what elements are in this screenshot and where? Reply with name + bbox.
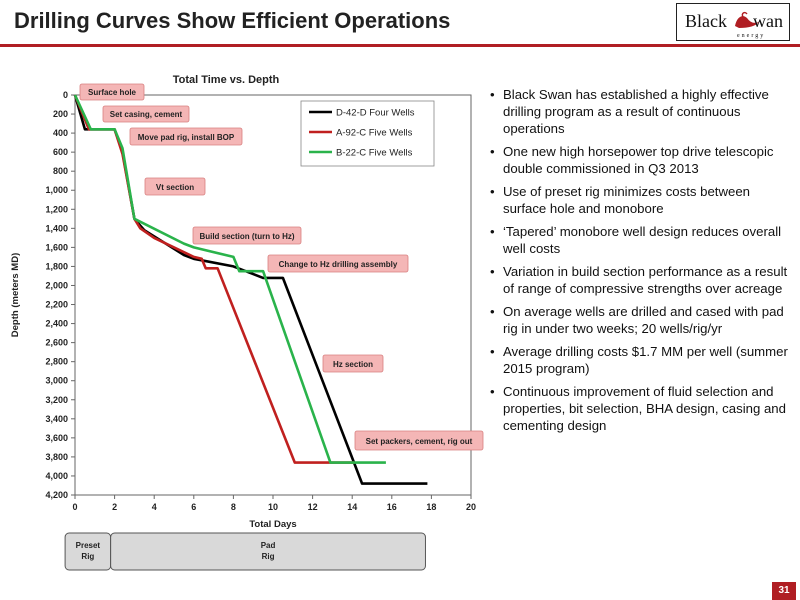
y-tick-label: 3,800 xyxy=(45,452,68,462)
y-tick-label: 3,600 xyxy=(45,433,68,443)
svg-text:Change to Hz drilling assembly: Change to Hz drilling assembly xyxy=(279,260,398,269)
phase-preset-rig: Preset Rig xyxy=(64,532,112,571)
y-tick-label: 1,000 xyxy=(45,185,68,195)
series-layer xyxy=(73,94,428,485)
x-axis: 0 2 4 6 8 10 12 14 16 18 20 xyxy=(72,495,476,512)
x-tick-label: 10 xyxy=(268,502,278,512)
y-tick-label: 3,000 xyxy=(45,376,68,386)
bullet-list: Black Swan has established a highly effe… xyxy=(490,86,790,440)
page-number: 31 xyxy=(772,582,796,600)
svg-text:Preset: Preset xyxy=(76,541,101,550)
title-rule xyxy=(0,44,800,47)
y-tick-label: 4,000 xyxy=(45,471,68,481)
y-tick-label: 1,200 xyxy=(45,204,68,214)
x-tick-label: 16 xyxy=(387,502,397,512)
y-tick-label: 3,200 xyxy=(45,395,68,405)
x-tick-label: 14 xyxy=(347,502,357,512)
time-vs-depth-chart: Total Time vs. Depth 02004006008001,0001… xyxy=(10,74,484,571)
svg-text:energy: energy xyxy=(737,33,765,39)
y-tick-label: 400 xyxy=(53,128,68,138)
svg-text:Rig: Rig xyxy=(262,552,275,561)
svg-text:wan: wan xyxy=(753,11,783,31)
swan-logo-icon: Black wan energy xyxy=(685,11,783,39)
y-tick-label: 1,600 xyxy=(45,242,68,252)
bullet-item: Continuous improvement of fluid selectio… xyxy=(490,383,790,434)
x-tick-label: 8 xyxy=(231,502,236,512)
x-tick-label: 20 xyxy=(466,502,476,512)
svg-text:Vt section: Vt section xyxy=(156,183,194,192)
series-line-2 xyxy=(73,94,386,464)
svg-text:Build section (turn to Hz): Build section (turn to Hz) xyxy=(199,232,294,241)
x-tick-label: 18 xyxy=(426,502,436,512)
annotation-surface-hole: Surface hole xyxy=(79,83,145,101)
x-tick-label: 6 xyxy=(191,502,196,512)
annotation-hz-section: Hz section xyxy=(322,354,384,373)
svg-text:Black: Black xyxy=(685,11,727,31)
x-tick-label: 4 xyxy=(152,502,157,512)
legend-label: D-42-D Four Wells xyxy=(336,108,415,119)
svg-text:Pad: Pad xyxy=(261,541,276,550)
bullet-item: One new high horsepower top drive telesc… xyxy=(490,143,790,177)
y-tick-label: 2,600 xyxy=(45,338,68,348)
annotation-vt-section: Vt section xyxy=(144,177,206,196)
chart-title: Total Time vs. Depth xyxy=(173,74,280,86)
y-tick-label: 600 xyxy=(53,147,68,157)
bullet-item: On average wells are drilled and cased w… xyxy=(490,303,790,337)
x-tick-label: 2 xyxy=(112,502,117,512)
legend-label: B-22-C Five Wells xyxy=(336,148,413,159)
legend-label: A-92-C Five Wells xyxy=(336,128,413,139)
bullet-item: ‘Tapered’ monobore well design reduces o… xyxy=(490,223,790,257)
annotation-move-pad-rig: Move pad rig, install BOP xyxy=(129,127,243,146)
company-logo: Black wan energy xyxy=(676,3,790,41)
svg-text:Surface hole: Surface hole xyxy=(88,88,137,97)
y-tick-label: 1,800 xyxy=(45,261,68,271)
annotation-set-packers: Set packers, cement, rig out xyxy=(354,430,484,451)
bullet-item: Black Swan has established a highly effe… xyxy=(490,86,790,137)
annotation-set-casing: Set casing, cement xyxy=(102,105,190,123)
y-tick-label: 2,400 xyxy=(45,319,68,329)
svg-text:Rig: Rig xyxy=(81,552,94,561)
x-axis-title: Total Days xyxy=(249,519,296,530)
annotation-change-assembly: Change to Hz drilling assembly xyxy=(267,254,409,273)
phase-pad-rig: Pad Rig xyxy=(110,532,426,571)
y-tick-label: 200 xyxy=(53,109,68,119)
bullet-item: Use of preset rig minimizes costs betwee… xyxy=(490,183,790,217)
slide-title: Drilling Curves Show Efficient Operation… xyxy=(14,8,451,33)
annotation-build-section: Build section (turn to Hz) xyxy=(192,226,302,245)
legend-items: D-42-D Four Wells A-92-C Five Wells B-22-C… xyxy=(309,108,415,159)
y-tick-label: 4,200 xyxy=(45,490,68,500)
svg-text:Hz section: Hz section xyxy=(333,360,373,369)
svg-text:Set casing, cement: Set casing, cement xyxy=(110,110,183,119)
svg-text:Set packers, cement, rig out: Set packers, cement, rig out xyxy=(366,437,473,446)
svg-text:Move pad rig, install BOP: Move pad rig, install BOP xyxy=(138,133,235,142)
x-tick-label: 0 xyxy=(72,502,77,512)
y-tick-label: 2,000 xyxy=(45,280,68,290)
y-tick-label: 3,400 xyxy=(45,414,68,424)
bullet-item: Variation in build section performance a… xyxy=(490,263,790,297)
y-tick-label: 1,400 xyxy=(45,223,68,233)
y-tick-label: 2,800 xyxy=(45,357,68,367)
y-axis: 0 200 400 600 800 1,000 1,200 1,400 1,600 1,800 2,… xyxy=(45,90,75,500)
y-tick-label: 0 xyxy=(63,90,68,100)
y-axis-title: Depth (meters MD) xyxy=(10,253,21,337)
x-tick-label: 12 xyxy=(308,502,318,512)
bullet-item: Average drilling costs $1.7 MM per well … xyxy=(490,343,790,377)
y-tick-label: 2,200 xyxy=(45,300,68,310)
y-tick-label: 800 xyxy=(53,166,68,176)
